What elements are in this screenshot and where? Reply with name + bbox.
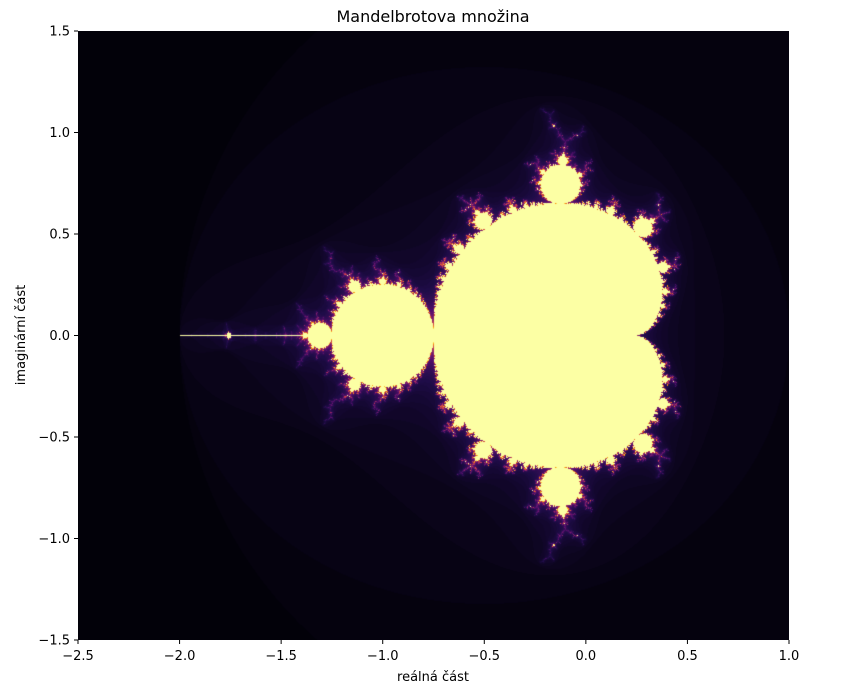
x-axis-label: reálná část: [397, 670, 469, 685]
x-tick-label: 1.0: [779, 649, 800, 664]
y-axis-label: imaginární část: [14, 285, 29, 385]
x-tick-label: −1.0: [367, 649, 399, 664]
x-tick-label: 0.5: [677, 649, 698, 664]
x-tick-label: −1.5: [265, 649, 297, 664]
y-tick-label: 1.0: [49, 126, 70, 141]
x-tick-label: −2.5: [62, 649, 94, 664]
y-tick-label: 0.5: [49, 228, 70, 243]
y-tick-label: −1.5: [38, 634, 70, 649]
x-axis: −2.5 −2.0 −1.5 −1.0 −0.5 0.0 0.5 1.0: [62, 640, 799, 664]
x-tick-label: −0.5: [468, 649, 500, 664]
y-tick-label: −1.0: [38, 532, 70, 547]
y-axis: −1.5 −1.0 −0.5 0.0 0.5 1.0 1.5: [38, 25, 78, 649]
chart-title: Mandelbrotova množina: [336, 7, 529, 26]
x-tick-label: −2.0: [164, 649, 196, 664]
x-tick-label: 0.0: [576, 649, 597, 664]
y-tick-label: 0.0: [49, 329, 70, 344]
mandelbrot-heatmap: [78, 31, 789, 640]
y-tick-label: −0.5: [38, 431, 70, 446]
y-tick-label: 1.5: [49, 25, 70, 40]
